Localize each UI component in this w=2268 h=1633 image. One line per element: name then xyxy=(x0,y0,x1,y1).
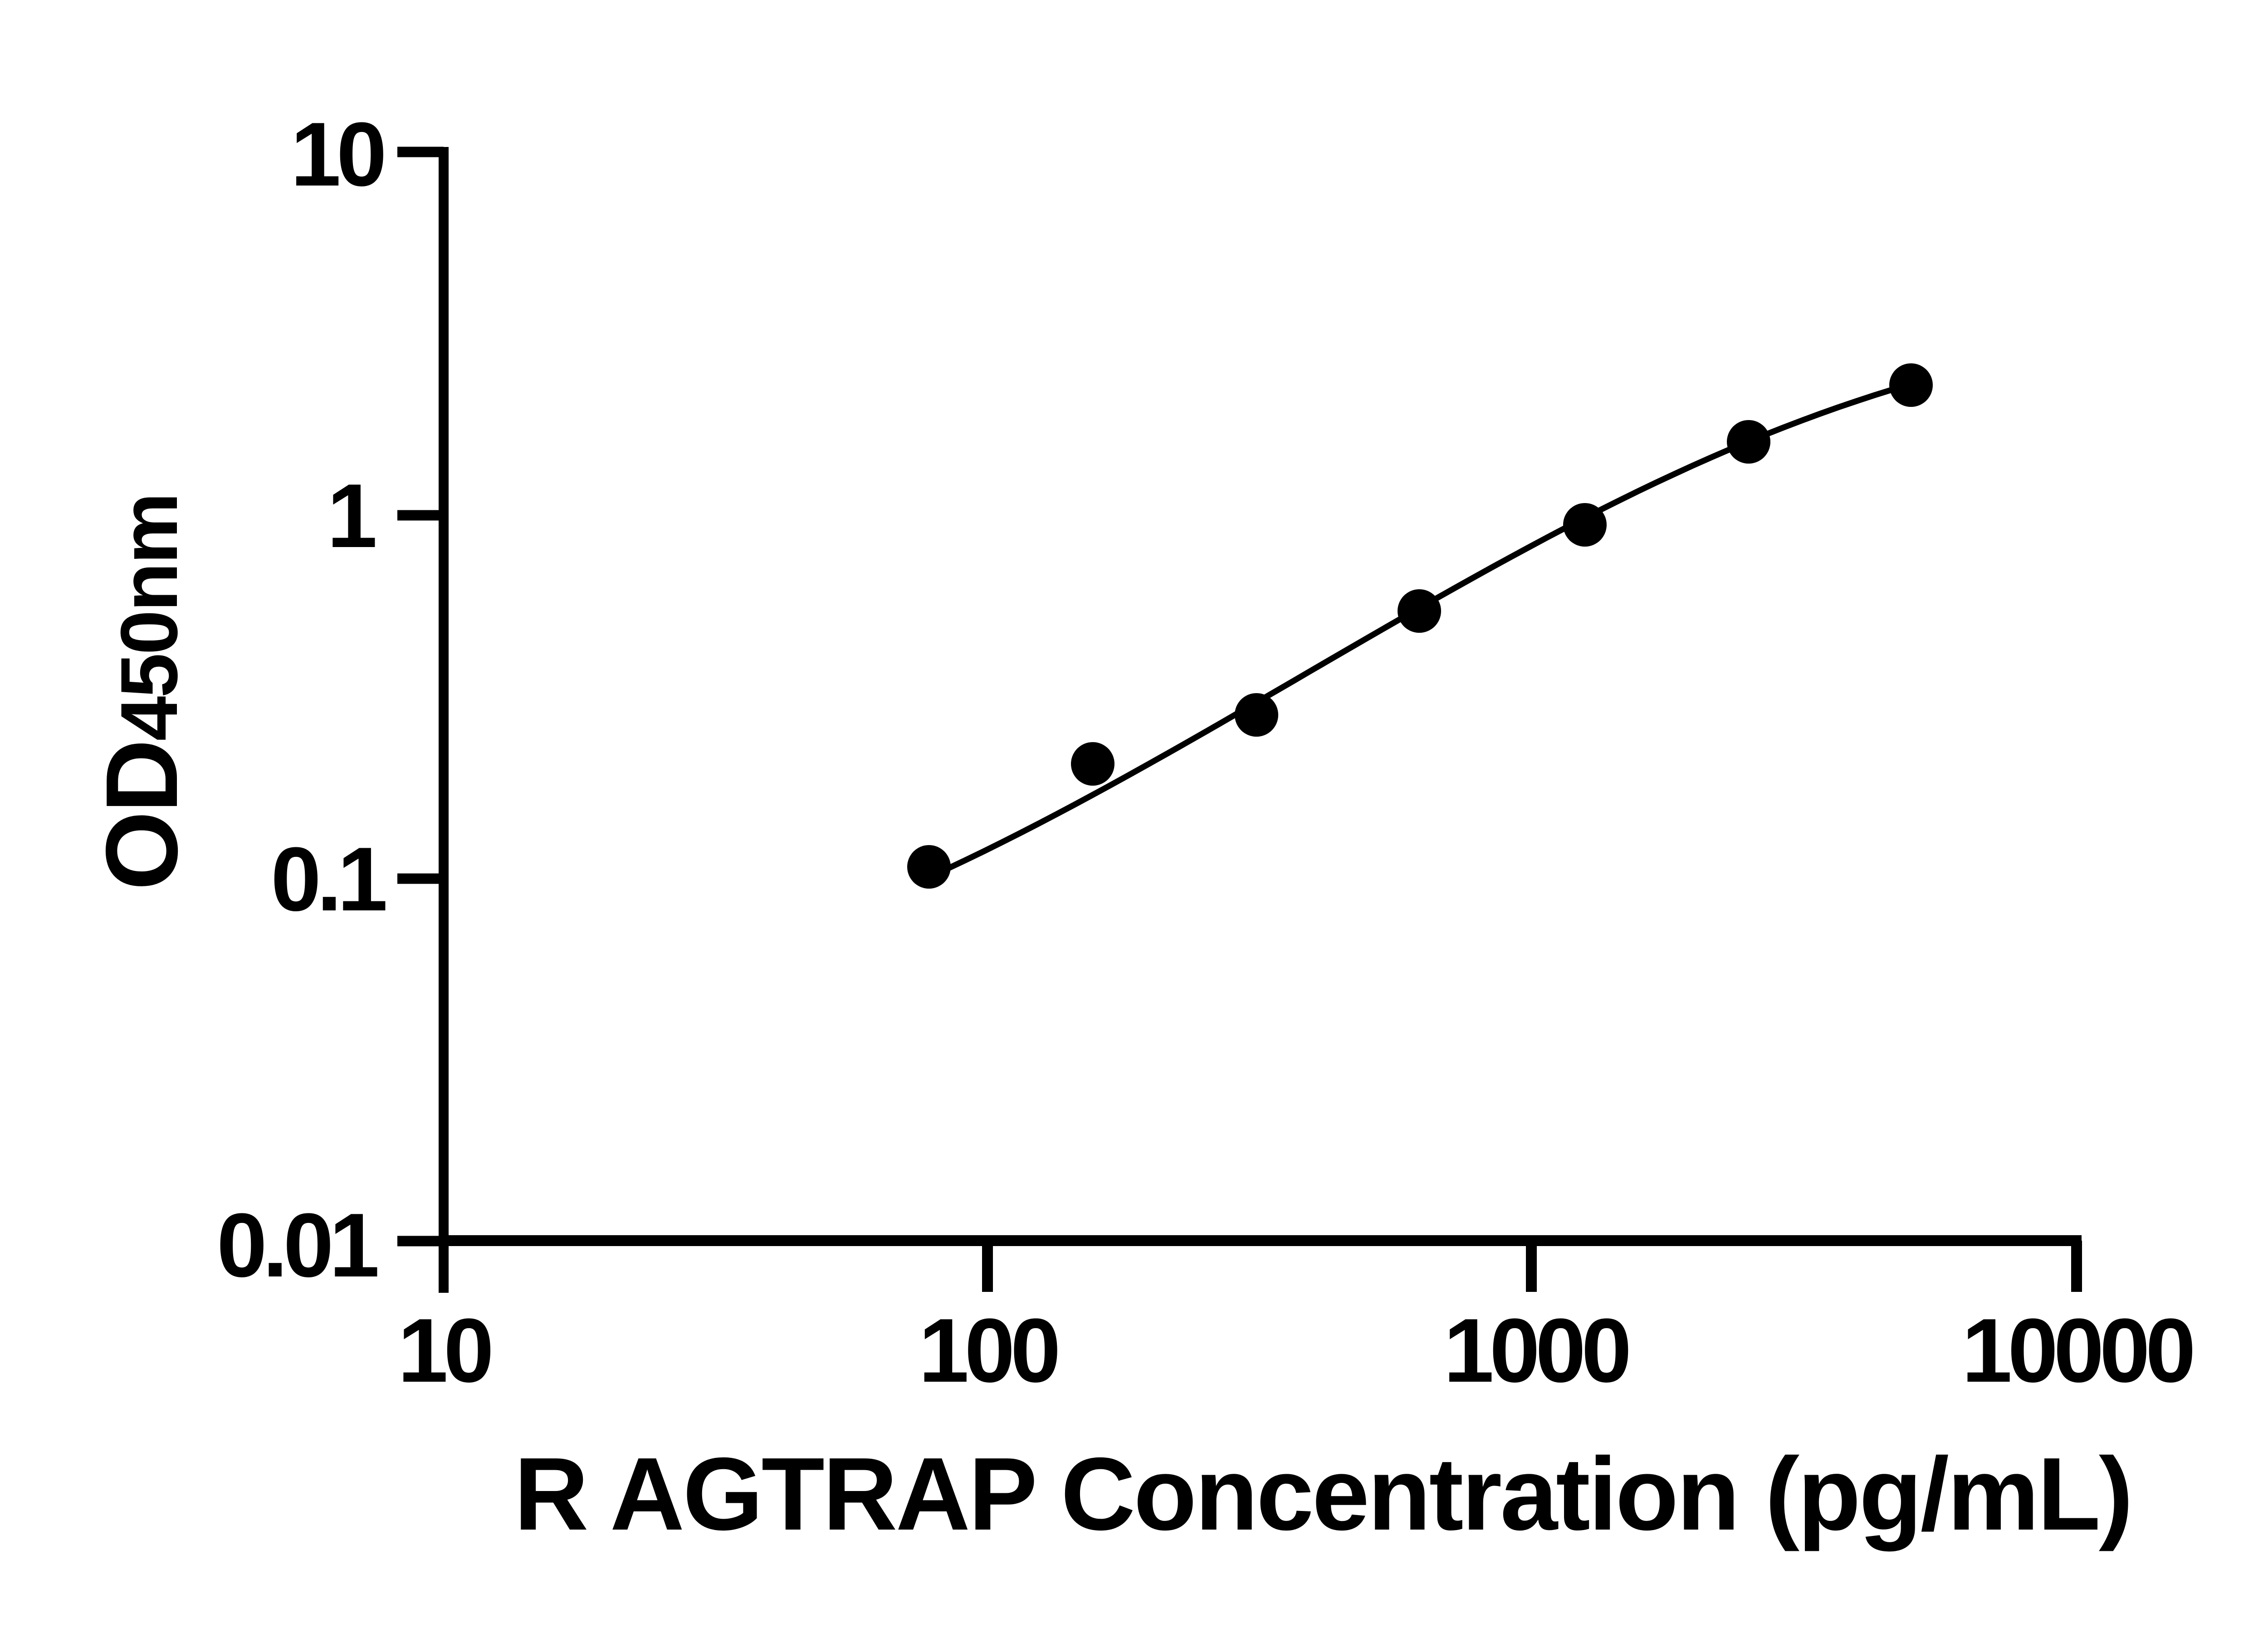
svg-text:0.1: 0.1 xyxy=(271,829,386,930)
svg-text:10: 10 xyxy=(398,1300,491,1401)
svg-text:1000: 1000 xyxy=(1444,1300,1629,1401)
svg-text:10: 10 xyxy=(291,104,384,205)
svg-text:1: 1 xyxy=(327,465,375,567)
svg-text:10000: 10000 xyxy=(1962,1300,2193,1401)
svg-text:0.01: 0.01 xyxy=(217,1195,377,1296)
svg-text:OD450nm: OD450nm xyxy=(84,494,199,891)
svg-text:100: 100 xyxy=(919,1300,1057,1401)
svg-text:R AGTRAP Concentration (pg/mL): R AGTRAP Concentration (pg/mL) xyxy=(514,1437,2131,1552)
